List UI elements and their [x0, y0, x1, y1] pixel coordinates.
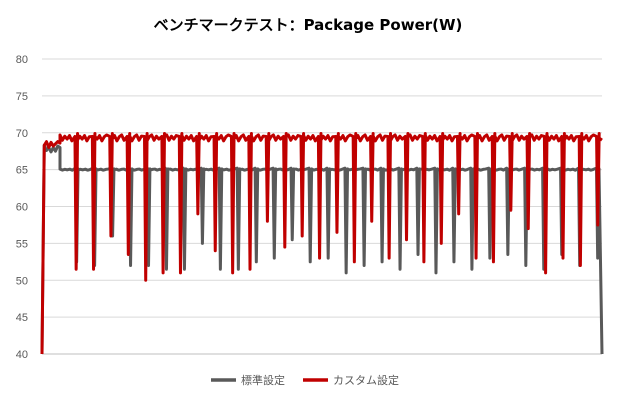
y-tick-label: 80 [16, 54, 28, 66]
series-line-standard [40, 143, 604, 355]
series-line-custom [40, 131, 603, 355]
y-tick-label: 55 [16, 238, 28, 250]
y-tick-label: 60 [16, 202, 28, 214]
gridlines [42, 58, 602, 355]
y-tick-label: 45 [16, 312, 28, 324]
series-lines [40, 131, 604, 355]
legend-label-standard: 標準設定 [241, 373, 285, 387]
y-tick-label: 65 [16, 165, 28, 177]
y-tick-label: 50 [16, 275, 28, 287]
legend-label-custom: カスタム設定 [333, 373, 399, 387]
y-axis-tick-labels: 40 45 50 55 60 65 70 75 80 [16, 54, 28, 361]
chart-title: ベンチマークテスト：Package Power(W) [154, 16, 463, 34]
legend: 標準設定 カスタム設定 [211, 373, 399, 387]
y-tick-label: 75 [16, 91, 28, 103]
y-tick-label: 40 [16, 349, 28, 361]
y-tick-label: 70 [16, 128, 28, 140]
